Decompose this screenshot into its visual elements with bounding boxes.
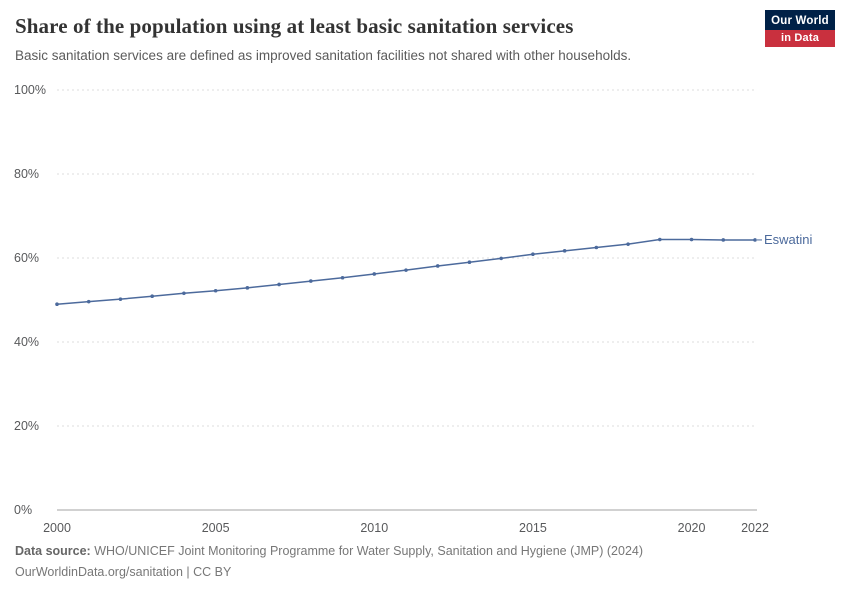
owid-logo-line1: Our World — [765, 10, 835, 30]
data-point[interactable] — [372, 272, 377, 276]
data-point[interactable] — [499, 256, 503, 261]
data-point[interactable] — [245, 286, 250, 290]
x-tick-label: 2005 — [202, 521, 230, 535]
data-point[interactable] — [562, 249, 567, 253]
x-tick-label: 2022 — [741, 521, 769, 535]
data-source-label: Data source: — [15, 544, 91, 558]
data-point[interactable] — [182, 291, 186, 296]
owid-logo-line2: in Data — [765, 30, 835, 47]
x-tick-label: 2020 — [678, 521, 706, 535]
data-point[interactable] — [594, 245, 599, 250]
data-point[interactable] — [309, 279, 313, 283]
x-tick-label: 2000 — [43, 521, 71, 535]
data-point[interactable] — [626, 242, 630, 246]
data-point[interactable] — [340, 275, 345, 280]
data-point[interactable] — [753, 238, 757, 242]
data-point[interactable] — [86, 299, 91, 304]
chart-area: 0% 20% 40% 60% 80% 100% 2000 2005 2010 2015 2020 20… — [0, 83, 850, 540]
data-point[interactable] — [689, 237, 694, 242]
data-source-text: WHO/UNICEF Joint Monitoring Programme fo… — [90, 544, 644, 558]
data-point[interactable] — [531, 252, 535, 257]
chart-subtitle: Basic sanitation services are defined as… — [15, 48, 632, 63]
y-tick-label: 60% — [14, 251, 39, 265]
page-title: Share of the population using at least b… — [15, 14, 574, 38]
y-tick-label: 100% — [14, 84, 46, 97]
series-end-label[interactable]: Eswatini — [764, 232, 813, 247]
y-tick-label: 20% — [14, 419, 39, 433]
line-chart-canvas[interactable]: 0% 20% 40% 60% 80% 100% 2000 2005 2010 2015 2020 20… — [0, 83, 850, 540]
owid-logo[interactable]: Our World in Data — [765, 10, 835, 47]
y-tick-label: 80% — [14, 167, 39, 181]
chart-footer: Data source: WHO/UNICEF Joint Monitoring… — [15, 541, 835, 583]
data-point[interactable] — [213, 288, 218, 293]
data-point[interactable] — [404, 268, 408, 272]
y-tick-label: 0% — [14, 503, 32, 517]
data-point[interactable] — [55, 302, 59, 306]
data-point[interactable] — [277, 282, 281, 287]
data-point[interactable] — [150, 294, 154, 299]
y-tick-label: 40% — [14, 335, 39, 349]
data-source-line: Data source: WHO/UNICEF Joint Monitoring… — [15, 541, 835, 562]
license-link[interactable]: OurWorldinData.org/sanitation | CC BY — [15, 565, 232, 579]
x-tick-label: 2010 — [360, 521, 388, 535]
data-point[interactable] — [467, 260, 472, 264]
x-tick-label: 2015 — [519, 521, 547, 535]
data-point[interactable] — [118, 297, 123, 301]
chart-header: Share of the population using at least b… — [15, 14, 835, 63]
data-point[interactable] — [435, 264, 440, 268]
data-point[interactable] — [658, 237, 662, 242]
data-point[interactable] — [721, 238, 726, 242]
